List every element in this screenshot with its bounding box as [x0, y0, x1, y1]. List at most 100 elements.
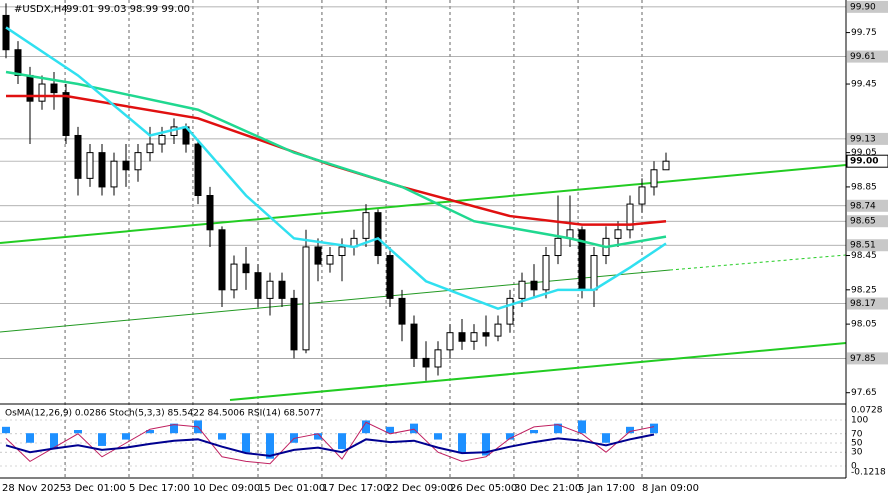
oscillator-line	[5, 433, 655, 457]
osma-bar	[170, 423, 178, 434]
candle-body	[554, 237, 562, 257]
osma-bar	[314, 433, 322, 440]
y-tick-label: 98.25	[851, 285, 877, 295]
candle-body	[38, 83, 46, 102]
osma-bar	[50, 433, 58, 450]
candle-body	[14, 49, 22, 76]
candle-body	[74, 134, 82, 179]
candle-body	[194, 143, 202, 196]
osma-bar	[2, 426, 10, 434]
y-tick-label: 70	[851, 429, 863, 439]
candle-body	[62, 92, 70, 136]
x-tick-label: 28 Nov 2025	[2, 483, 66, 494]
x-tick-label: 30 Dec 21:00	[514, 483, 581, 494]
x-tick-label: 8 Jan 09:00	[642, 483, 699, 494]
osma-bar	[338, 433, 346, 450]
candle-body	[146, 143, 154, 154]
x-tick-label: 17 Dec 17:00	[322, 483, 389, 494]
x-tick-label: 5 Jan 17:00	[578, 483, 635, 494]
osma-bar	[482, 433, 490, 456]
candle-body	[338, 246, 346, 257]
current-price-box	[846, 154, 888, 168]
candle-body	[50, 83, 58, 94]
candle-body	[650, 169, 658, 188]
candle-body	[578, 229, 586, 291]
candle-body	[422, 357, 430, 368]
osma-bar	[218, 433, 226, 440]
osma-bar	[650, 423, 658, 434]
candle-body	[326, 255, 334, 265]
y-tick-label: 98.85	[851, 182, 877, 192]
osma-bar	[26, 433, 34, 443]
level-box	[847, 352, 888, 365]
x-tick-label: 10 Dec 09:00	[193, 483, 260, 494]
y-tick-label: 100	[851, 416, 868, 426]
candle-body	[254, 272, 262, 299]
osma-bar	[266, 433, 274, 459]
y2-tick-label: -0.1218	[851, 468, 886, 478]
candle-body	[458, 332, 466, 342]
level-label: 98.17	[850, 299, 876, 309]
candle-body	[242, 263, 250, 274]
level-label: 97.85	[850, 354, 876, 364]
x-tick-label: 15 Dec 01:00	[258, 483, 325, 494]
symbol: #USDX,H4	[14, 4, 68, 15]
y-tick-label: 99.75	[851, 28, 877, 38]
level-label: 98.51	[850, 241, 876, 251]
osma-bar	[386, 426, 394, 434]
candle-body	[26, 74, 34, 102]
candle-body	[110, 160, 118, 188]
candle-body	[230, 263, 238, 291]
y-tick-label: 98.45	[851, 251, 877, 261]
x-tick-label: 3 Dec 01:00	[65, 483, 126, 494]
candle-body	[386, 255, 394, 299]
y-tick-label: 0	[851, 462, 857, 472]
indicator-label: OsMA(12,26,9) 0.0286 Stoch(5,3,3) 85.542…	[5, 409, 321, 419]
x-tick-label: 26 Dec 05:00	[450, 483, 517, 494]
y-tick-label: 50	[851, 439, 863, 449]
level-box	[847, 199, 888, 212]
candle-body	[470, 332, 478, 342]
y2-tick-label: 0.0728	[851, 406, 883, 416]
current-price-label: 99.00	[850, 157, 878, 167]
candle-body	[374, 212, 382, 257]
y-tick-label: 30	[851, 448, 863, 458]
osma-bar	[146, 430, 154, 434]
level-label: 98.74	[850, 201, 876, 211]
level-box	[847, 297, 888, 310]
candle-body	[494, 323, 502, 337]
trendline	[0, 269, 671, 333]
candle-body	[590, 255, 598, 291]
level-box	[847, 239, 888, 252]
candle-body	[530, 280, 538, 291]
osma-bar	[242, 433, 250, 453]
candle-body	[2, 14, 10, 51]
osma-bar	[530, 430, 538, 434]
oscillator-line	[5, 421, 655, 465]
candle-body	[542, 255, 550, 291]
osma-bar	[554, 423, 562, 434]
candle-body	[506, 297, 514, 325]
candle-body	[122, 160, 130, 171]
osma-bar	[506, 433, 514, 440]
candle-body	[434, 349, 442, 368]
candle-body	[158, 134, 166, 145]
osma-bar	[434, 433, 442, 440]
osma-bar	[122, 433, 130, 440]
candle-body	[314, 246, 322, 265]
candle-body	[98, 152, 106, 188]
candle-body	[518, 280, 526, 299]
candle-body	[86, 152, 94, 179]
candle-body	[410, 323, 418, 359]
candle-body	[290, 297, 298, 351]
moving-average	[5, 70, 667, 249]
osma-bar	[626, 426, 634, 434]
level-label: 99.13	[850, 134, 876, 144]
candle-body	[218, 229, 226, 291]
x-tick-label: 22 Dec 09:00	[386, 483, 453, 494]
level-box	[847, 215, 888, 228]
y-tick-label: 99.45	[851, 80, 877, 90]
candle-body	[134, 152, 142, 171]
